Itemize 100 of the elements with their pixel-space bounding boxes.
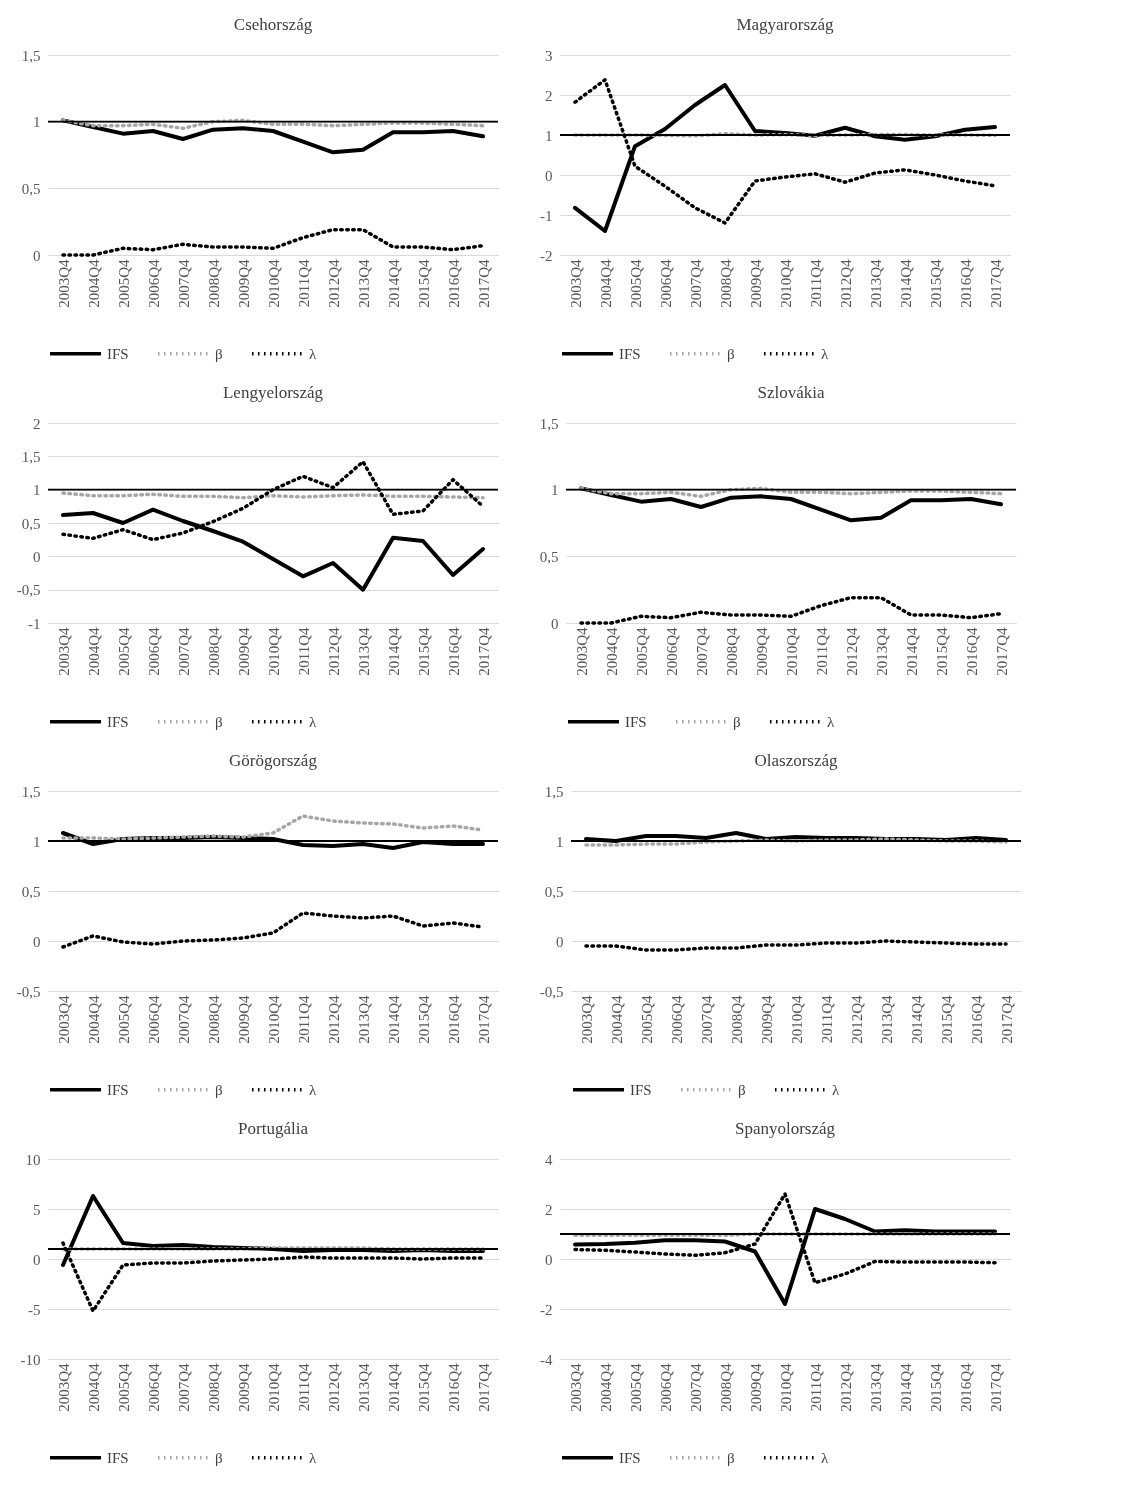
x-tick-label: 2005Q4 [633, 627, 650, 676]
x-tick-label: 2008Q4 [205, 995, 222, 1044]
y-tick-label: 1 [556, 833, 564, 850]
x-tick-label: 2010Q4 [788, 995, 805, 1044]
chart-title: Szlovákia [757, 383, 825, 402]
x-tick-label: 2010Q4 [265, 627, 282, 676]
y-tick-label: 1 [33, 833, 41, 850]
x-tick-label: 2011Q4 [807, 259, 824, 308]
x-tick-label: 2005Q4 [115, 995, 132, 1044]
x-tick-label: 2007Q4 [175, 1363, 192, 1412]
x-tick-label: 2004Q4 [597, 259, 614, 308]
x-tick-label: 2004Q4 [608, 995, 625, 1044]
x-tick-label: 2003Q4 [55, 627, 72, 676]
legend-label: IFS [619, 345, 641, 362]
x-tick-label: 2011Q4 [295, 259, 312, 308]
x-tick-label: 2011Q4 [813, 627, 830, 676]
legend-label: λ [821, 345, 829, 362]
y-tick-label: -1 [28, 615, 41, 632]
legend-label: IFS [107, 345, 129, 362]
x-tick-label: 2010Q4 [783, 627, 800, 676]
y-tick-label: 1,5 [539, 415, 559, 432]
y-tick-label: 0 [556, 933, 564, 950]
x-tick-label: 2011Q4 [818, 995, 835, 1044]
x-tick-label: 2015Q4 [415, 259, 432, 308]
x-tick-label: 2016Q4 [445, 259, 462, 308]
x-tick-label: 2015Q4 [415, 627, 432, 676]
x-tick-label: 2006Q4 [145, 1363, 162, 1412]
y-tick-label: -0,5 [539, 983, 564, 1000]
chart-title: Portugália [238, 1119, 309, 1138]
x-tick-label: 2005Q4 [115, 259, 132, 308]
y-tick-label: -10 [20, 1351, 41, 1368]
x-tick-label: 2014Q4 [385, 627, 402, 676]
x-tick-label: 2006Q4 [145, 627, 162, 676]
x-tick-label: 2017Q4 [998, 995, 1015, 1044]
x-tick-label: 2005Q4 [627, 1363, 644, 1412]
x-tick-label: 2009Q4 [758, 995, 775, 1044]
x-tick-label: 2013Q4 [355, 627, 372, 676]
legend-label: IFS [625, 713, 647, 730]
x-tick-label: 2005Q4 [638, 995, 655, 1044]
y-tick-label: -2 [540, 247, 553, 264]
x-tick-label: 2015Q4 [927, 259, 944, 308]
legend-label: λ [827, 713, 835, 730]
x-tick-label: 2014Q4 [903, 627, 920, 676]
y-tick-label: 0,5 [21, 180, 41, 197]
legend-label: IFS [107, 713, 129, 730]
x-tick-label: 2017Q4 [987, 1363, 1004, 1412]
x-tick-label: 2007Q4 [175, 627, 192, 676]
x-tick-label: 2005Q4 [115, 627, 132, 676]
legend-label: β [215, 1081, 223, 1098]
x-tick-label: 2003Q4 [567, 259, 584, 308]
y-tick-label: 1,5 [544, 783, 564, 800]
x-tick-label: 2008Q4 [717, 259, 734, 308]
x-tick-label: 2014Q4 [385, 1363, 402, 1412]
x-tick-label: 2007Q4 [687, 1363, 704, 1412]
x-tick-label: 2014Q4 [385, 259, 402, 308]
y-tick-label: 0,5 [539, 548, 559, 565]
y-tick-label: 0 [33, 247, 41, 264]
x-tick-label: 2012Q4 [325, 627, 342, 676]
chart-title: Lengyelország [222, 383, 324, 402]
x-tick-label: 2014Q4 [908, 995, 925, 1044]
x-tick-label: 2013Q4 [867, 1363, 884, 1412]
chart-title: Görögország [229, 751, 318, 770]
x-tick-label: 2016Q4 [445, 627, 462, 676]
x-tick-label: 2013Q4 [355, 995, 372, 1044]
x-tick-label: 2010Q4 [265, 1363, 282, 1412]
x-tick-label: 2010Q4 [777, 259, 794, 308]
x-tick-label: 2015Q4 [927, 1363, 944, 1412]
y-tick-label: -1 [540, 207, 553, 224]
x-tick-label: 2014Q4 [385, 995, 402, 1044]
x-tick-label: 2004Q4 [85, 995, 102, 1044]
legend-label: β [215, 345, 223, 362]
x-tick-label: 2013Q4 [355, 1363, 372, 1412]
y-tick-label: 0 [33, 548, 41, 565]
x-tick-label: 2006Q4 [657, 1363, 674, 1412]
x-tick-label: 2016Q4 [445, 995, 462, 1044]
x-tick-label: 2016Q4 [968, 995, 985, 1044]
y-tick-label: 0,5 [21, 515, 41, 532]
y-tick-label: 0 [551, 615, 559, 632]
x-tick-label: 2009Q4 [235, 259, 252, 308]
x-tick-label: 2013Q4 [355, 259, 372, 308]
x-tick-label: 2017Q4 [475, 995, 492, 1044]
x-tick-label: 2005Q4 [115, 1363, 132, 1412]
x-tick-label: 2016Q4 [957, 259, 974, 308]
x-tick-label: 2003Q4 [567, 1363, 584, 1412]
x-tick-label: 2012Q4 [837, 1363, 854, 1412]
legend-label: IFS [630, 1081, 652, 1098]
x-tick-label: 2015Q4 [933, 627, 950, 676]
x-tick-label: 2012Q4 [325, 1363, 342, 1412]
x-tick-label: 2007Q4 [698, 995, 715, 1044]
x-tick-label: 2007Q4 [175, 995, 192, 1044]
legend-label: β [727, 345, 735, 362]
x-tick-label: 2007Q4 [687, 259, 704, 308]
x-tick-label: 2008Q4 [723, 627, 740, 676]
legend-label: β [215, 1449, 223, 1466]
x-tick-label: 2014Q4 [897, 259, 914, 308]
y-tick-label: 0 [33, 933, 41, 950]
chart-title: Spanyolország [734, 1119, 836, 1138]
x-tick-label: 2017Q4 [475, 259, 492, 308]
legend-label: IFS [619, 1449, 641, 1466]
chart-title: Olaszország [754, 751, 839, 770]
